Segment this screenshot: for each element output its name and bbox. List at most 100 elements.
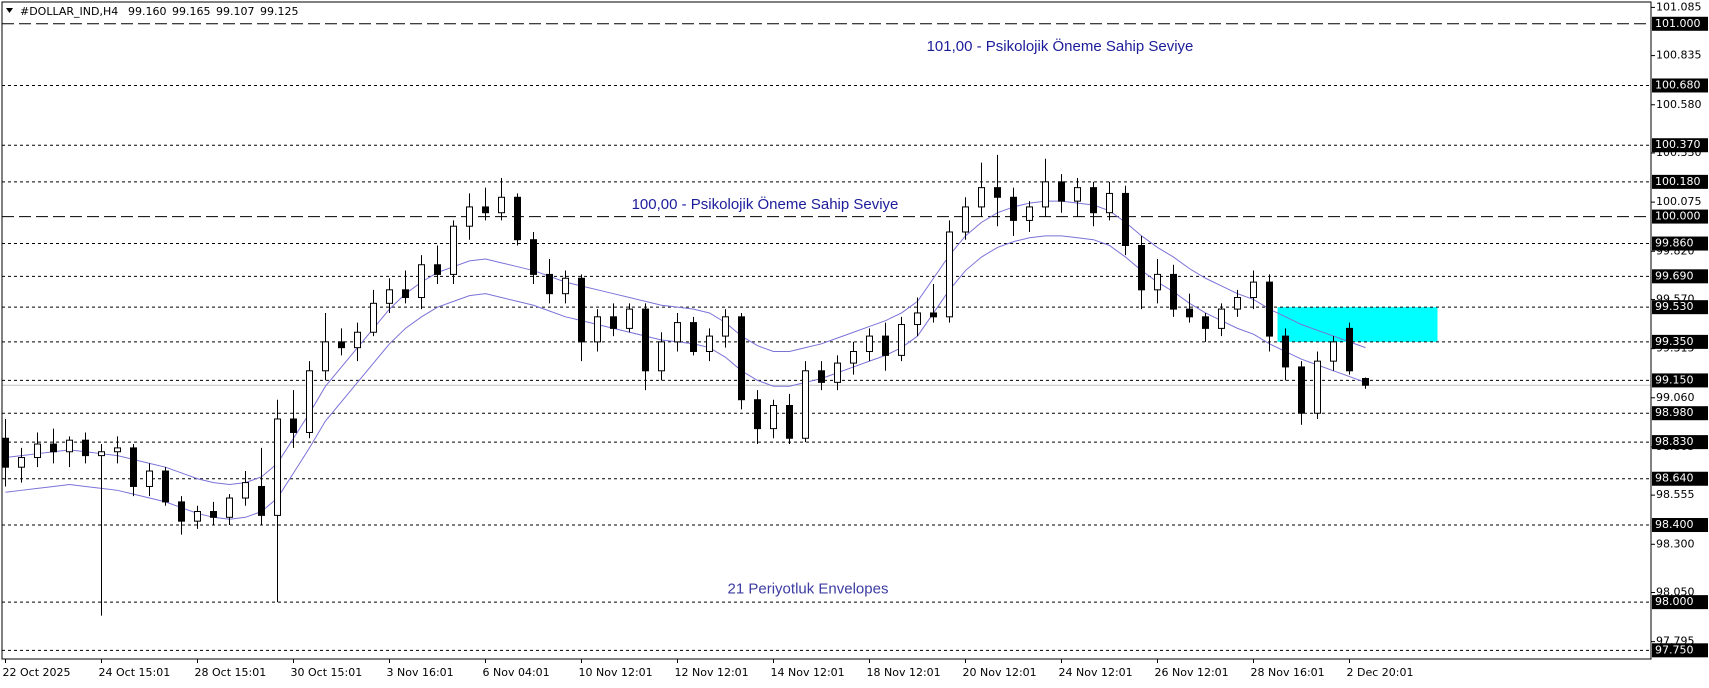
candle-body xyxy=(402,289,409,299)
level-label: 100.180 xyxy=(1655,175,1701,188)
level-label: 100.680 xyxy=(1655,78,1701,91)
candle-body xyxy=(1026,206,1033,221)
candle-body xyxy=(338,341,345,349)
x-tick-label: 6 Nov 04:01 xyxy=(483,666,550,679)
candle-body xyxy=(994,187,1001,198)
candle-body xyxy=(418,264,425,299)
candle-body xyxy=(914,312,921,326)
symbol-title: #DOLLAR_IND,H4 xyxy=(20,5,118,18)
level-label: 99.350 xyxy=(1655,335,1694,348)
candle-body xyxy=(498,196,505,214)
candle-body xyxy=(242,482,249,499)
candle-body xyxy=(738,316,745,401)
candle-body xyxy=(594,316,601,343)
candle-body xyxy=(2,437,9,468)
candle-body xyxy=(658,341,665,372)
level-label-box xyxy=(1652,236,1708,251)
level-label: 100.370 xyxy=(1655,138,1701,151)
quote-close: 99.125 xyxy=(260,5,299,18)
candle-body xyxy=(1058,181,1065,202)
candle-body xyxy=(1138,244,1145,291)
candle-body xyxy=(978,187,985,208)
candle-body xyxy=(962,206,969,233)
candle-body xyxy=(482,206,489,214)
menu-arrow[interactable] xyxy=(6,8,13,13)
candle-body xyxy=(1170,273,1177,310)
level-label-box xyxy=(1652,16,1708,31)
candle-body xyxy=(946,231,953,318)
candle-body xyxy=(1202,316,1209,329)
candle-body xyxy=(1250,281,1257,299)
candle-body xyxy=(786,404,793,439)
x-tick-label: 12 Nov 12:01 xyxy=(675,666,749,679)
candle-body xyxy=(146,470,153,487)
candle-body xyxy=(290,418,297,433)
x-tick-label: 22 Oct 2025 xyxy=(3,666,71,679)
level-label-box xyxy=(1652,435,1708,450)
candle-body xyxy=(1234,297,1241,310)
candle-body xyxy=(210,511,217,518)
candle-body xyxy=(98,451,105,457)
candle-body xyxy=(18,457,25,468)
candle-body xyxy=(562,277,569,295)
candle-body xyxy=(386,289,393,304)
x-tick-label: 18 Nov 12:01 xyxy=(867,666,941,679)
candle-body xyxy=(466,206,473,227)
candle-body xyxy=(450,225,457,275)
x-tick-label: 20 Nov 12:01 xyxy=(963,666,1037,679)
x-tick-label: 24 Nov 12:01 xyxy=(1059,666,1133,679)
candle-body xyxy=(578,277,585,343)
candle-body xyxy=(34,443,41,459)
level-label: 101.000 xyxy=(1655,17,1701,30)
candle-body xyxy=(802,370,809,439)
y-tick-label: 98.300 xyxy=(1656,537,1695,550)
candle-body xyxy=(322,341,329,372)
envelope-line xyxy=(5,200,1366,486)
candle-body xyxy=(114,447,121,453)
candle-body xyxy=(162,470,169,503)
candle-body xyxy=(1298,366,1305,414)
candle-body xyxy=(610,316,617,329)
candle-body xyxy=(66,439,73,453)
level-label: 97.750 xyxy=(1655,643,1694,656)
level-label-box xyxy=(1652,138,1708,153)
candle-body xyxy=(1154,273,1161,291)
annotation: 100,00 - Psikolojik Öneme Sahip Seviye xyxy=(632,195,899,213)
level-label-box xyxy=(1652,471,1708,486)
level-label-box xyxy=(1652,595,1708,610)
candle-body xyxy=(546,273,553,295)
candle-body xyxy=(626,308,633,329)
y-tick-label: 100.580 xyxy=(1656,98,1702,111)
candle-body xyxy=(1010,196,1017,221)
x-tick-label: 24 Oct 15:01 xyxy=(99,666,171,679)
y-tick-label: 101.085 xyxy=(1656,0,1702,13)
candle-body xyxy=(1330,341,1337,362)
candle-body xyxy=(1266,281,1273,337)
annotation: 21 Periyotluk Envelopes xyxy=(728,581,889,598)
level-label: 98.000 xyxy=(1655,595,1694,608)
candle-body xyxy=(1122,192,1129,246)
candle-body xyxy=(1090,187,1097,214)
quote-open: 99.160 xyxy=(128,5,167,18)
candle-body xyxy=(850,351,857,364)
candle-body xyxy=(130,447,137,487)
candle-body xyxy=(1042,181,1049,208)
candle-body xyxy=(1218,308,1225,329)
y-tick-label: 99.060 xyxy=(1656,391,1695,404)
candle-body xyxy=(690,322,697,353)
candle-body xyxy=(306,370,313,433)
level-label: 99.690 xyxy=(1655,269,1694,282)
level-label: 98.400 xyxy=(1655,518,1694,531)
candle-body xyxy=(674,322,681,343)
candle-body xyxy=(706,335,713,353)
quote-high: 99.165 xyxy=(172,5,211,18)
level-label-box xyxy=(1652,643,1708,658)
candle-body xyxy=(50,443,57,453)
candle-body xyxy=(770,404,777,430)
x-tick-label: 28 Nov 16:01 xyxy=(1251,666,1325,679)
level-label-box xyxy=(1652,300,1708,315)
candle-body xyxy=(82,439,89,457)
candle-body xyxy=(1362,378,1369,386)
candle-body xyxy=(930,312,937,318)
